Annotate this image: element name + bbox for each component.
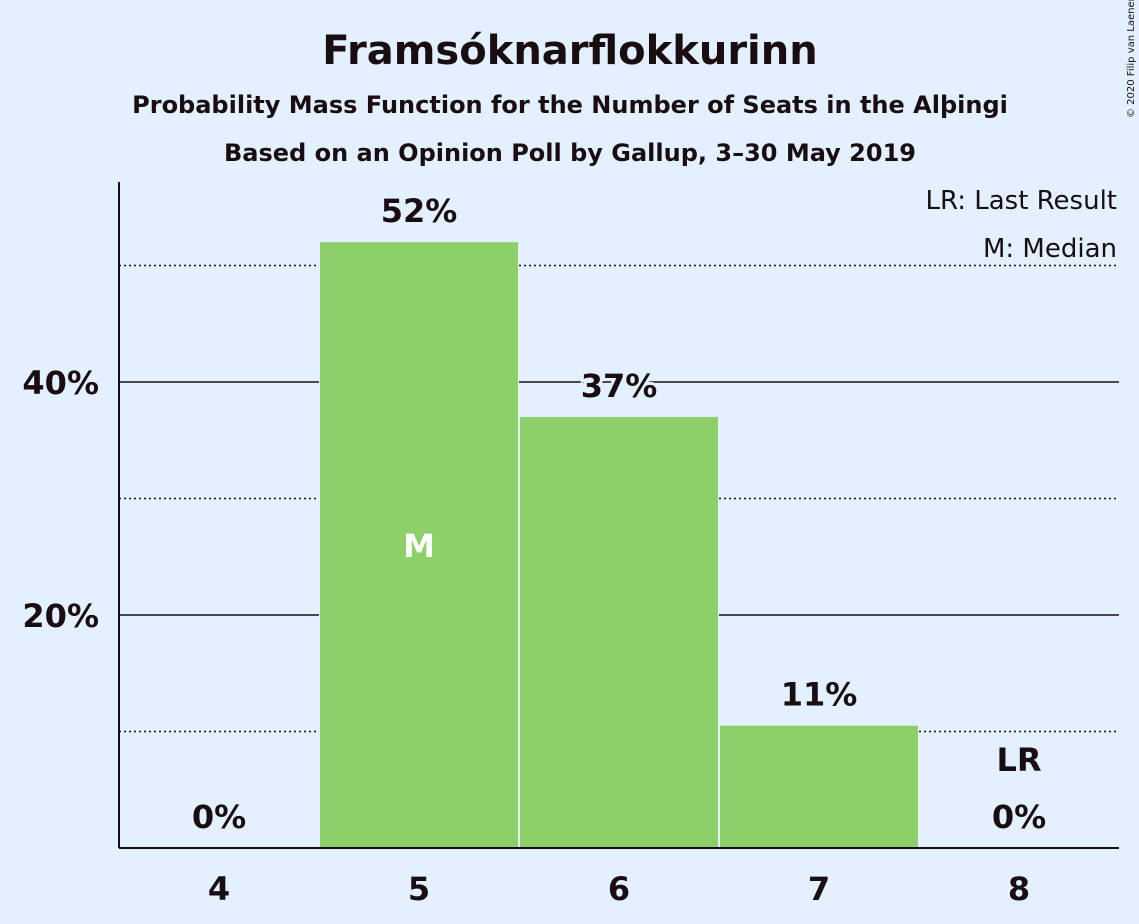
x-tick-label: 6	[608, 870, 630, 908]
last-result-marker: LR	[996, 741, 1041, 779]
copyright-credit: © 2020 Filip van Laenen	[1126, 0, 1137, 118]
legend-last-result: LR: Last Result	[925, 186, 1117, 216]
bar-value-label: 37%	[581, 367, 658, 405]
bar-value-label: 0%	[992, 798, 1046, 836]
x-tick-label: 5	[408, 870, 430, 908]
bar-seats-6	[520, 416, 718, 848]
y-tick-label: 40%	[22, 364, 99, 402]
chart-subtitle: Probability Mass Function for the Number…	[132, 91, 1008, 119]
x-tick-label: 7	[808, 870, 830, 908]
x-tick-label: 4	[208, 870, 230, 908]
median-marker: M	[403, 527, 435, 565]
chart-title: Framsóknarflokkurinn	[322, 28, 817, 74]
legend-median: M: Median	[983, 234, 1117, 264]
bar-seats-7	[720, 725, 918, 848]
axes	[118, 182, 1119, 849]
bar-labels: 0% 4 52% M 5 37% 6 11% 7 0% LR 8	[192, 189, 1046, 908]
bar-value-label: 52%	[381, 192, 458, 230]
bar-value-label: 0%	[192, 798, 246, 836]
bar-seats-5	[320, 242, 518, 848]
chart-subtitle-2: Based on an Opinion Poll by Gallup, 3–30…	[224, 139, 916, 167]
x-tick-label: 8	[1008, 870, 1030, 908]
y-tick-label: 20%	[22, 597, 99, 635]
bar-value-label: 11%	[781, 676, 858, 714]
bars	[319, 240, 919, 848]
